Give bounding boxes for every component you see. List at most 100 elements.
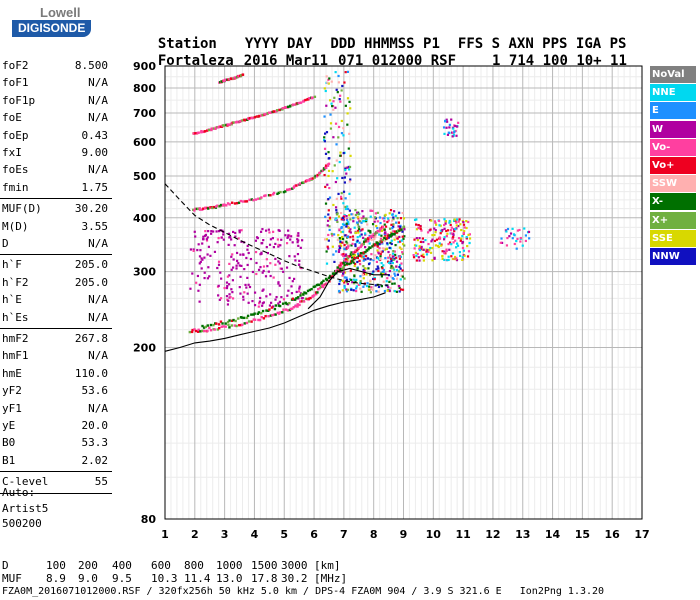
echo-point [326, 183, 329, 186]
echo-point [298, 290, 301, 293]
echo-point [373, 237, 376, 241]
trace-point [227, 323, 230, 327]
echo-point [352, 238, 355, 241]
echo-point [341, 176, 344, 180]
muf-curve [164, 183, 389, 286]
trace-point [307, 297, 311, 300]
trace-point [253, 318, 257, 321]
param-row: B0 53.3 [2, 435, 108, 451]
trace-point [371, 235, 375, 238]
echo-point [341, 216, 344, 220]
echo-point [440, 229, 443, 232]
echo-point [439, 224, 442, 227]
echo-point [374, 212, 377, 215]
echo-point [392, 277, 395, 281]
echo-point [515, 239, 518, 243]
echo-point [378, 216, 382, 219]
echo-point [395, 269, 399, 272]
param-name: B1 [2, 453, 16, 467]
echo-point [435, 238, 439, 241]
trace-point [201, 324, 204, 328]
echo-point [390, 239, 393, 242]
echo-point [448, 219, 451, 223]
echo-point [234, 235, 237, 238]
echo-point [449, 228, 453, 232]
echo-point [393, 268, 396, 271]
echo-point [349, 154, 352, 157]
echo-point [346, 282, 349, 286]
echo-point [253, 304, 257, 307]
legend-item: X- [650, 193, 696, 211]
echo-point [445, 235, 448, 238]
echo-point [361, 256, 364, 259]
echo-point [443, 250, 446, 253]
echo-point [434, 231, 437, 234]
trace-point [352, 257, 356, 261]
echo-point [427, 250, 430, 253]
echo-point [413, 238, 416, 241]
echo-point [392, 225, 395, 228]
trace-point [284, 190, 287, 193]
trace-point [254, 198, 258, 201]
echo-point [287, 289, 290, 292]
echo-point [233, 244, 236, 247]
trace-point [277, 304, 281, 307]
echo-point [519, 240, 522, 243]
param-row: foF1p N/A [2, 93, 108, 109]
echo-point [380, 272, 383, 275]
echo-point [345, 260, 348, 264]
trace-point [265, 112, 268, 116]
echo-point [259, 266, 262, 269]
echo-point [290, 235, 293, 238]
echo-point [448, 241, 452, 244]
echo-point [438, 237, 442, 240]
echo-point [378, 243, 381, 246]
echo-point [351, 256, 354, 259]
echo-point [278, 262, 281, 265]
trace-point [315, 292, 318, 296]
trace-point [281, 302, 285, 305]
echo-point [367, 262, 371, 266]
trace-point [378, 240, 382, 243]
trace-point [269, 314, 273, 317]
echo-point [348, 278, 352, 281]
echo-point [230, 268, 233, 271]
trace-point [244, 200, 247, 203]
echo-point [332, 100, 335, 103]
x-tick-label: 11 [455, 528, 470, 541]
trace-point [338, 264, 341, 267]
echo-point [245, 286, 248, 289]
echo-point [231, 253, 234, 256]
echo-point [339, 270, 342, 273]
echo-point [262, 239, 265, 242]
echo-point [344, 197, 347, 200]
echo-point [282, 298, 286, 301]
param-separator [0, 471, 112, 473]
echo-point [284, 234, 287, 237]
echo-point [351, 242, 354, 245]
echo-point [355, 278, 358, 282]
param-value: N/A [88, 401, 108, 415]
echo-point [364, 267, 367, 270]
param-row: foF1 N/A [2, 75, 108, 91]
echo-point [346, 123, 349, 126]
trace-point [331, 274, 335, 278]
echo-point [348, 165, 352, 169]
echo-point [369, 215, 372, 218]
trace-point [271, 313, 274, 317]
echo-point [418, 259, 421, 262]
trace-point [250, 320, 253, 323]
echo-point [358, 227, 361, 231]
echo-point [458, 218, 461, 221]
echo-point [217, 260, 221, 263]
trace-point [273, 313, 276, 316]
echo-point [396, 237, 399, 240]
trace-point [261, 113, 264, 117]
trace-point [398, 229, 401, 232]
param-value: 110.0 [74, 366, 108, 380]
echo-point [443, 132, 446, 135]
echo-point [358, 230, 361, 233]
echo-point [370, 288, 373, 291]
echo-point [422, 259, 425, 262]
echo-point [227, 232, 231, 235]
